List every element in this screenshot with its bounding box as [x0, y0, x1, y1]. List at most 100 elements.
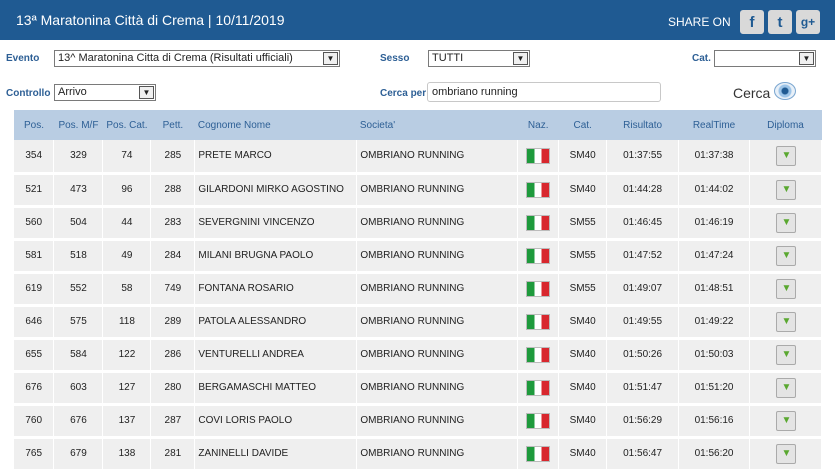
col-pos-mf[interactable]: Pos. M/F [53, 110, 103, 140]
cell-name: PRETE MARCO [194, 140, 358, 175]
col-pett[interactable]: Pett. [150, 110, 195, 140]
cell-pos-mf: 676 [53, 404, 104, 439]
cell-pos-mf: 518 [53, 239, 104, 274]
italy-flag-icon [526, 247, 551, 264]
col-naz[interactable]: Naz. [517, 110, 559, 140]
cell-diploma [749, 239, 822, 274]
download-diploma-icon[interactable] [775, 278, 796, 299]
cell-pos-mf: 679 [53, 437, 104, 472]
cell-pett: 749 [150, 272, 196, 307]
cell-societa: OMBRIANO RUNNING [356, 206, 519, 241]
cell-pett: 284 [150, 239, 196, 274]
cell-risultato: 01:47:52 [606, 239, 680, 274]
cell-realtime: 01:37:38 [678, 140, 750, 175]
col-realtime[interactable]: RealTime [678, 110, 750, 140]
cell-cat: SM40 [558, 140, 608, 175]
cell-realtime: 01:44:02 [678, 173, 750, 208]
cell-cat: SM55 [558, 272, 608, 307]
cell-naz [517, 140, 560, 175]
cell-naz [517, 371, 560, 406]
sesso-select[interactable]: TUTTI ▼ [428, 50, 530, 67]
cell-pos-cat: 122 [102, 338, 152, 373]
col-risultato[interactable]: Risultato [606, 110, 679, 140]
cell-diploma [749, 272, 822, 307]
cell-pos-mf: 329 [53, 140, 104, 175]
results-table: Pos. Pos. M/F Pos. Cat. Pett. Cognome No… [14, 110, 822, 472]
col-pos[interactable]: Pos. [14, 110, 54, 140]
cell-pos-cat: 127 [102, 371, 152, 406]
table-row: 760 676 137 287 COVI LORIS PAOLO OMBRIAN… [14, 404, 822, 439]
cell-realtime: 01:56:16 [678, 404, 750, 439]
download-diploma-icon[interactable] [775, 377, 796, 398]
cell-cat: SM40 [558, 371, 608, 406]
cell-realtime: 01:51:20 [678, 371, 750, 406]
table-row: 619 552 58 749 FONTANA ROSARIO OMBRIANO … [14, 272, 822, 307]
download-diploma-icon[interactable] [775, 179, 796, 200]
cell-realtime: 01:48:51 [678, 272, 750, 307]
eye-icon[interactable] [774, 82, 796, 100]
cell-pos: 676 [14, 371, 55, 406]
download-diploma-icon[interactable] [775, 443, 796, 464]
col-name[interactable]: Cognome Nome [194, 110, 357, 140]
table-row: 354 329 74 285 PRETE MARCO OMBRIANO RUNN… [14, 140, 822, 175]
filters-panel: Evento 13^ Maratonina Citta di Crema (Ri… [0, 40, 835, 112]
cell-pos: 581 [14, 239, 55, 274]
chevron-down-icon: ▼ [323, 52, 338, 65]
cell-pos: 521 [14, 173, 55, 208]
cell-name: SEVERGNINI VINCENZO [194, 206, 358, 241]
cell-societa: OMBRIANO RUNNING [356, 437, 519, 472]
cerca-per-label: Cerca per [380, 88, 427, 99]
cell-diploma [749, 404, 822, 439]
download-diploma-icon[interactable] [775, 212, 796, 233]
evento-select[interactable]: 13^ Maratonina Citta di Crema (Risultati… [54, 50, 340, 67]
cell-pos-cat: 138 [102, 437, 152, 472]
cell-naz [517, 173, 560, 208]
cell-name: VENTURELLI ANDREA [194, 338, 358, 373]
cell-diploma [749, 437, 822, 472]
cat-select[interactable]: ▼ [714, 50, 816, 67]
cell-pos-cat: 74 [102, 140, 152, 175]
sesso-label: Sesso [380, 53, 410, 64]
google-plus-icon[interactable]: g+ [796, 10, 820, 34]
facebook-icon[interactable]: f [740, 10, 764, 34]
cell-pos: 646 [14, 305, 55, 340]
table-row: 581 518 49 284 MILANI BRUGNA PAOLO OMBRI… [14, 239, 822, 274]
cell-risultato: 01:50:26 [606, 338, 680, 373]
col-cat[interactable]: Cat. [558, 110, 607, 140]
cell-naz [517, 404, 560, 439]
cat-label: Cat. [692, 53, 711, 64]
cell-realtime: 01:46:19 [678, 206, 750, 241]
download-diploma-icon[interactable] [775, 145, 796, 166]
download-diploma-icon[interactable] [775, 410, 796, 431]
italy-flag-icon [526, 280, 551, 297]
download-diploma-icon[interactable] [775, 344, 796, 365]
cell-naz [517, 437, 560, 472]
cell-risultato: 01:49:55 [606, 305, 680, 340]
controllo-select[interactable]: Arrivo ▼ [54, 84, 156, 101]
chevron-down-icon: ▼ [799, 52, 814, 65]
chevron-down-icon: ▼ [139, 86, 154, 99]
cell-name: GILARDONI MIRKO AGOSTINO [194, 173, 358, 208]
cerca-button[interactable]: Cerca [733, 85, 771, 101]
table-header-row: Pos. Pos. M/F Pos. Cat. Pett. Cognome No… [14, 110, 822, 140]
col-societa[interactable]: Societa' [356, 110, 518, 140]
table-row: 560 504 44 283 SEVERGNINI VINCENZO OMBRI… [14, 206, 822, 241]
cell-cat: SM40 [558, 173, 608, 208]
search-input[interactable]: ombriano running [427, 82, 661, 102]
cell-diploma [749, 173, 822, 208]
cell-pett: 283 [150, 206, 196, 241]
cell-risultato: 01:51:47 [606, 371, 680, 406]
cell-pett: 286 [150, 338, 196, 373]
download-diploma-icon[interactable] [775, 245, 796, 266]
cell-pos: 760 [14, 404, 55, 439]
col-pos-cat[interactable]: Pos. Cat. [102, 110, 151, 140]
cell-pett: 281 [150, 437, 196, 472]
cell-pett: 287 [150, 404, 196, 439]
cell-naz [517, 239, 560, 274]
twitter-icon[interactable]: t [768, 10, 792, 34]
cell-risultato: 01:49:07 [606, 272, 680, 307]
download-diploma-icon[interactable] [775, 311, 796, 332]
evento-label: Evento [6, 53, 40, 64]
cell-pos: 354 [14, 140, 55, 175]
cell-pett: 289 [150, 305, 196, 340]
